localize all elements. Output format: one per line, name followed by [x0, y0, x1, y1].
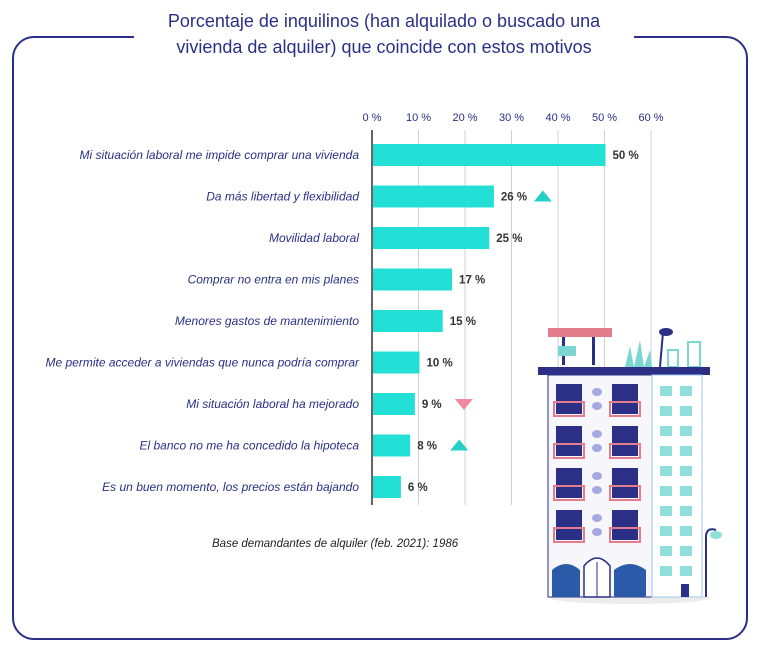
- x-tick-label: 30 %: [499, 112, 524, 124]
- title-line-1: Porcentaje de inquilinos (han alquilado …: [167, 11, 601, 31]
- category-label: Es un buen momento, los precios están ba…: [102, 480, 359, 494]
- value-label: 26 %: [501, 192, 527, 204]
- category-label: Da más libertad y flexibilidad: [206, 190, 359, 204]
- bar: [373, 434, 411, 457]
- bar: [373, 144, 606, 166]
- category-label: Movilidad laboral: [269, 231, 359, 245]
- bar: [373, 185, 494, 208]
- bar: [373, 476, 401, 498]
- value-label: 9 %: [422, 399, 442, 411]
- bar: [373, 227, 490, 249]
- value-label: 6 %: [408, 482, 428, 494]
- category-label: Mi situación laboral me impide comprar u…: [80, 148, 360, 162]
- value-label: 17 %: [459, 275, 485, 287]
- category-label: Mi situación laboral ha mejorado: [186, 397, 359, 411]
- x-tick-label: 10 %: [406, 112, 431, 124]
- title-line-2: vivienda de alquiler) que coincide con e…: [176, 37, 592, 57]
- base-footnote: Base demandantes de alquiler (feb. 2021)…: [212, 538, 459, 550]
- bar: [373, 351, 420, 374]
- x-tick-label: 50 %: [592, 112, 617, 124]
- x-tick-label: 20 %: [452, 112, 477, 124]
- category-label: Menores gastos de mantenimiento: [175, 314, 359, 328]
- chart-title: Porcentaje de inquilinos (han alquilado …: [134, 8, 634, 60]
- bar: [373, 310, 443, 332]
- category-label: Me permite acceder a viviendas que nunca…: [46, 356, 361, 370]
- category-label: Comprar no entra en mis planes: [188, 273, 359, 287]
- bars: Mi situación laboral me impide comprar u…: [46, 144, 639, 498]
- x-tick-label: 0 %: [363, 112, 382, 124]
- category-label: El banco no me ha concedido la hipoteca: [140, 439, 360, 453]
- building-illustration: [538, 328, 722, 604]
- bar: [373, 393, 415, 415]
- value-label: 10 %: [427, 358, 453, 370]
- trend-up-icon: [450, 439, 469, 451]
- trend-down-icon: [454, 399, 473, 410]
- value-label: 50 %: [613, 150, 639, 162]
- x-tick-label: 40 %: [545, 112, 570, 124]
- x-tick-label: 60 %: [638, 112, 663, 124]
- value-label: 8 %: [417, 441, 437, 453]
- bar: [373, 268, 453, 291]
- x-axis-ticks: 0 % 10 % 20 % 30 % 40 % 50 % 60 %: [363, 112, 664, 124]
- trend-up-icon: [533, 190, 552, 202]
- value-label: 25 %: [496, 233, 522, 245]
- value-label: 15 %: [450, 316, 476, 328]
